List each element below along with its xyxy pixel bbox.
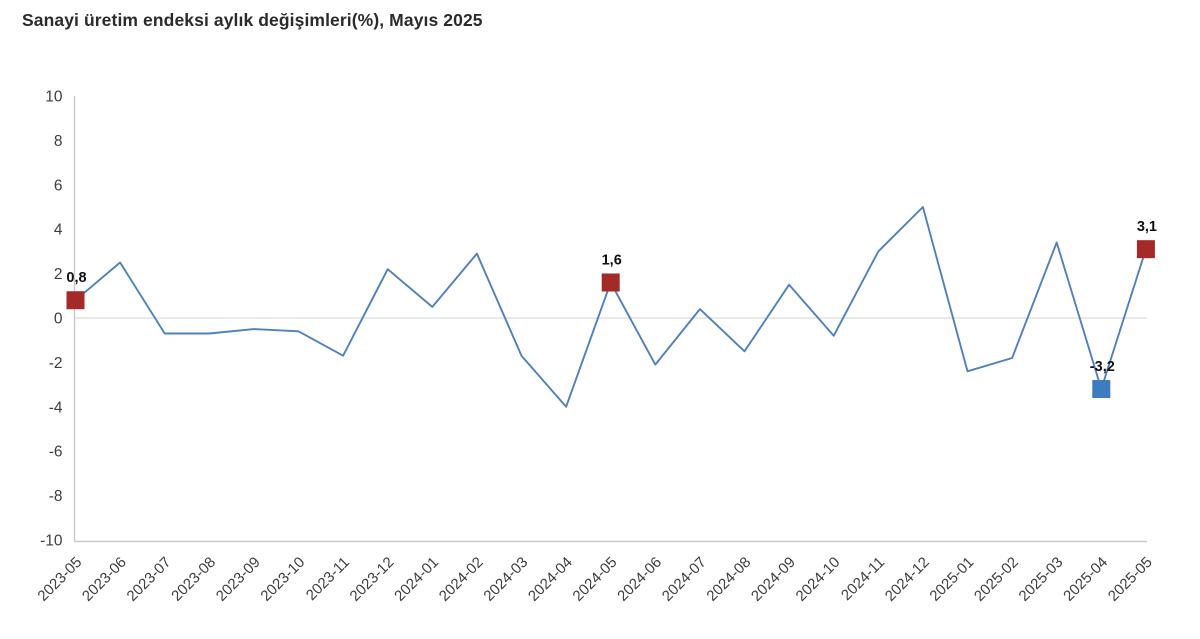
y-axis-tick-label: 8 [54, 133, 63, 150]
x-axis-tick-label: 2024-09 [748, 554, 799, 605]
y-axis-tick-label: 6 [54, 177, 63, 194]
x-axis-tick-label: 2025-05 [1105, 554, 1156, 605]
y-axis-tick-label: -4 [49, 399, 63, 416]
x-axis-tick-label: 2024-12 [882, 554, 933, 605]
x-axis-tick-label: 2023-06 [79, 554, 130, 605]
data-point-label-2023-05: 0,8 [66, 270, 86, 286]
y-axis-tick-label: 4 [54, 222, 63, 239]
data-point-marker-2023-05 [66, 291, 85, 310]
y-axis-tick-label: 10 [45, 89, 63, 106]
x-axis-tick-label: 2025-03 [1016, 554, 1067, 605]
y-axis-tick-label: -8 [49, 488, 63, 505]
x-axis-tick-label: 2023-07 [124, 554, 175, 605]
x-axis-tick-label: 2023-10 [257, 554, 308, 605]
data-point-marker-2025-04 [1092, 380, 1111, 399]
x-axis-tick-label: 2024-04 [525, 554, 576, 605]
data-point-label-2025-05: 3,1 [1137, 219, 1157, 235]
x-axis-tick-label: 2024-03 [480, 554, 531, 605]
x-axis-tick-label: 2023-09 [213, 554, 264, 605]
y-axis-tick-label: -2 [49, 355, 63, 372]
y-axis-tick-label: 2 [54, 266, 63, 283]
x-axis-tick-label: 2024-08 [703, 554, 754, 605]
data-point-label-2025-04: -3,2 [1090, 359, 1115, 375]
x-axis-tick-label: 2024-02 [436, 554, 487, 605]
x-axis-tick-label: 2025-01 [926, 554, 977, 605]
series-line [74, 206, 1147, 408]
x-axis-tick-label: 2023-11 [303, 554, 353, 604]
x-axis-tick-label: 2025-02 [971, 554, 1022, 605]
x-axis-tick-label: 2025-04 [1060, 554, 1111, 605]
data-point-marker-2025-05 [1136, 240, 1155, 259]
x-axis-tick-label: 2024-01 [391, 554, 442, 605]
x-axis-tick-label: 2023-12 [347, 554, 398, 605]
data-point-label-2024-05: 1,6 [602, 252, 622, 268]
chart-title: Sanayi üretim endeksi aylık değişimleri(… [22, 10, 483, 30]
x-axis-tick-label: 2024-07 [659, 554, 710, 605]
x-axis-tick-label: 2024-05 [570, 554, 621, 605]
data-point-marker-2024-05 [601, 273, 620, 292]
x-axis-tick-label: 2024-06 [614, 554, 665, 605]
x-axis-tick-label: 2023-08 [168, 554, 219, 605]
y-axis-tick-label: 0 [54, 311, 63, 328]
y-axis-tick-label: -10 [40, 533, 63, 550]
x-axis-tick-label: 2023-05 [34, 554, 85, 605]
x-axis-tick-label: 2024-10 [793, 554, 844, 605]
x-axis-tick-label: 2024-11 [838, 554, 888, 604]
y-axis-tick-label: -6 [49, 444, 63, 461]
